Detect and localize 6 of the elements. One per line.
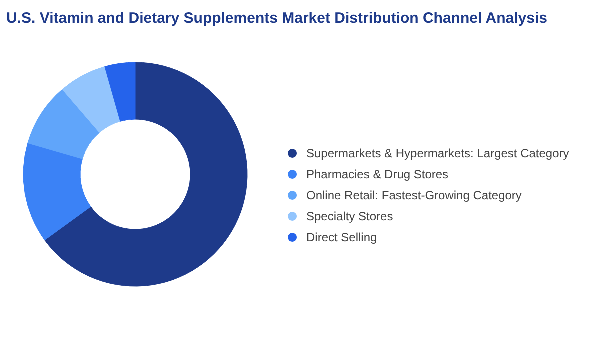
legend-label: Specialty Stores	[306, 210, 394, 224]
legend-label: Direct Selling	[306, 230, 378, 244]
legend-label: Supermarkets & Hypermarkets: Largest Category	[306, 146, 570, 160]
legend-label: Pharmacies & Drug Stores	[306, 168, 449, 182]
chart-title: U.S. Vitamin and Dietary Supplements Market Distribution Channel Analysis	[6, 10, 548, 27]
legend-label: Online Retail: Fastest-Growing Category	[306, 188, 522, 202]
